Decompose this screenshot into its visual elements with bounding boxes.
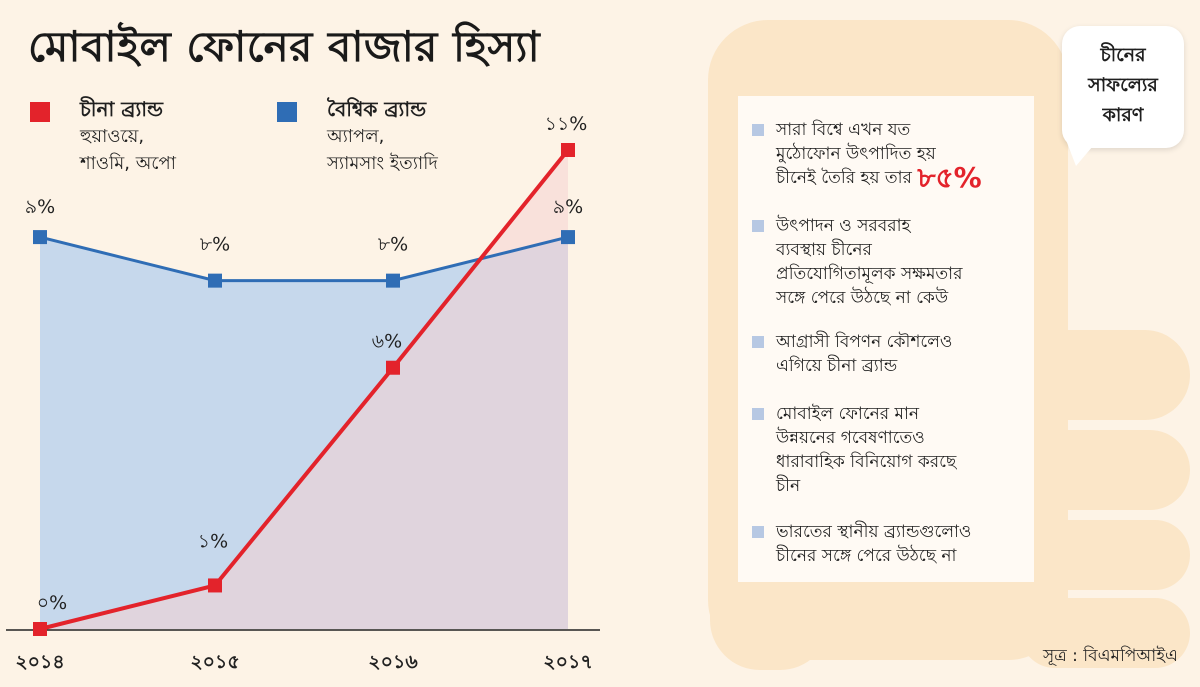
data-label: ৮%: [200, 234, 230, 256]
data-point-marker: [386, 360, 400, 375]
reason-line: চীনের সঙ্গে পেরে উঠছে না: [776, 546, 957, 566]
reason-item: মোবাইল ফোনের মান উন্নয়নের গবেষণাতেও ধার…: [752, 402, 1032, 498]
reason-line: ব্যবস্থায় চীনের: [776, 240, 872, 260]
reason-line: এগিয়ে চীনা ব্র্যান্ড: [776, 356, 898, 376]
data-label: ৯%: [553, 196, 583, 218]
data-label: ৮%: [378, 234, 408, 256]
legend-desc: হুয়াওয়ে,: [80, 126, 145, 147]
reason-line: উন্নয়নের গবেষণাতেও: [776, 428, 925, 448]
reason-line: আগ্রাসী বিপণন কৌশলেও: [776, 332, 953, 352]
reason-item: ভারতের স্থানীয় ব্র্যান্ডগুলোও চীনের সঙ্…: [752, 520, 1032, 568]
legend-desc: অ্যাপল,: [327, 126, 385, 147]
bullet-icon: [752, 408, 764, 420]
reasons-panel: সারা বিশ্বে এখন যত মুঠোফোন উৎপাদিত হয় চ…: [738, 96, 1034, 582]
x-tick-label: ২০১৫: [190, 651, 239, 673]
line-chart: ৯% ৮% ৮% ৯% ০% ১% ৬% ১১% ২০১৪ ২০১৫ ২০১৬ ২০১৭: [6, 113, 600, 673]
data-point-marker: [561, 143, 575, 157]
data-point-marker: [208, 273, 222, 288]
area-chinese: [40, 150, 568, 629]
bullet-icon: [752, 336, 764, 348]
bullet-icon: [752, 526, 764, 538]
reason-line: মোবাইল ফোনের মান: [776, 404, 920, 424]
data-label: ১১%: [545, 113, 588, 135]
reason-line: মুঠোফোন উৎপাদিত হয়: [776, 144, 936, 164]
highlight-value: ৮৫%: [917, 161, 982, 194]
x-tick-label: ২০১৬: [368, 651, 418, 673]
data-label: ৬%: [372, 331, 402, 353]
legend-name: বৈশ্বিক ব্র্যান্ড: [327, 97, 427, 121]
chart-title: মোবাইল ফোনের বাজার হিস্যা: [28, 22, 541, 71]
legend-chinese-brand: চীনা ব্র্যান্ড হুয়াওয়ে, শাওমি, অপো: [30, 96, 176, 177]
reason-line: সারা বিশ্বে এখন যত: [776, 120, 911, 140]
data-label: ১%: [198, 530, 228, 552]
data-point-marker: [386, 273, 400, 288]
data-label: ০%: [37, 592, 67, 614]
reason-item: উৎপাদন ও সরবরাহ ব্যবস্থায় চীনের প্রতিযো…: [752, 214, 1032, 310]
x-tick-label: ২০১৪: [15, 651, 64, 673]
reason-line: উৎপাদন ও সরবরাহ: [776, 216, 911, 236]
bullet-icon: [752, 124, 764, 136]
speech-bubble-tail: [1066, 140, 1098, 166]
legend-swatch-blue: [277, 102, 297, 122]
data-point-marker: [561, 230, 575, 245]
legend-global-brand: বৈশ্বিক ব্র্যান্ড অ্যাপল, স্যামসাং ইত্যা…: [277, 96, 438, 177]
data-label: ৯%: [25, 196, 55, 218]
heading-line: সাফল্যের: [1088, 74, 1158, 96]
heading-line: কারণ: [1102, 104, 1144, 126]
data-point-marker: [33, 230, 47, 245]
source-note: সূত্র : বিএমপিআইএ: [1043, 646, 1178, 666]
reason-line: চীনেই তৈরি হয় তার: [776, 168, 912, 188]
speech-bubble-heading: চীনের সাফল্যের কারণ: [1062, 26, 1184, 148]
reason-line: চীন: [776, 476, 801, 496]
legend-name: চীনা ব্র্যান্ড: [80, 97, 164, 121]
reason-line: প্রতিযোগিতামূলক সক্ষমতার: [776, 264, 963, 284]
reason-line: সঙ্গে পেরে উঠছে না কেউ: [776, 288, 949, 308]
reason-line: ভারতের স্থানীয় ব্র্যান্ডগুলোও: [776, 522, 972, 542]
reason-line: ধারাবাহিক বিনিয়োগ করছে: [776, 452, 957, 472]
bullet-icon: [752, 220, 764, 232]
legend-swatch-red: [30, 102, 50, 122]
reason-item: সারা বিশ্বে এখন যত মুঠোফোন উৎপাদিত হয় চ…: [752, 118, 1032, 192]
data-point-marker: [208, 578, 222, 593]
reason-item: আগ্রাসী বিপণন কৌশলেও এগিয়ে চীনা ব্র্যান…: [752, 330, 1032, 378]
x-tick-label: ২০১৭: [543, 651, 592, 673]
legend-desc: শাওমি, অপো: [80, 153, 176, 174]
series-line-chinese: [39, 148, 570, 631]
legend-desc: স্যামসাং ইত্যাদি: [327, 153, 438, 174]
heading-line: চীনের: [1100, 44, 1146, 66]
data-point-marker: [33, 622, 47, 636]
